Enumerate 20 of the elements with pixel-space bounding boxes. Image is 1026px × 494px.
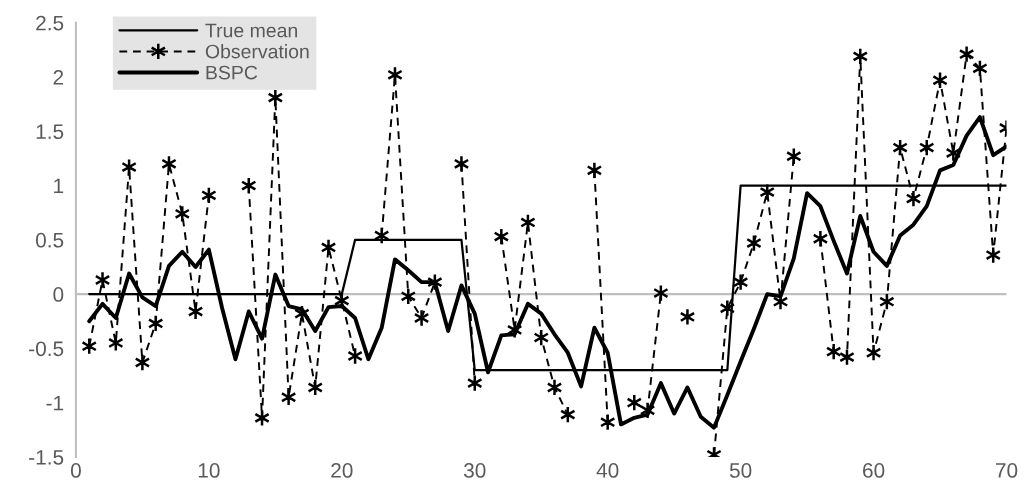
y-tick-label: 2.5 (36, 15, 64, 31)
legend-label: Observation (205, 44, 309, 59)
x-tick-label: 30 (463, 463, 486, 478)
x-tick-label: 40 (596, 463, 619, 478)
y-tick-label: -1 (46, 395, 64, 411)
x-tick-label: 70 (995, 463, 1018, 478)
y-tick-label: 0 (53, 287, 64, 302)
y-tick-label: 0.5 (35, 232, 64, 248)
y-tick-label: 2 (53, 70, 64, 85)
y-tick-label: 1.5 (36, 124, 64, 140)
y-tick-label: 1 (54, 178, 64, 194)
x-tick-label: 20 (331, 463, 353, 478)
y-tick-label: -1.5 (29, 450, 64, 465)
legend-label: True mean (205, 23, 297, 38)
x-tick-label: 0 (70, 463, 81, 478)
legend-label: BSPC (206, 65, 258, 80)
x-tick-label: 10 (198, 463, 220, 478)
x-tick-label: 60 (863, 463, 885, 478)
y-tick-label: -0.5 (29, 341, 64, 357)
x-tick-label: 50 (729, 463, 752, 478)
